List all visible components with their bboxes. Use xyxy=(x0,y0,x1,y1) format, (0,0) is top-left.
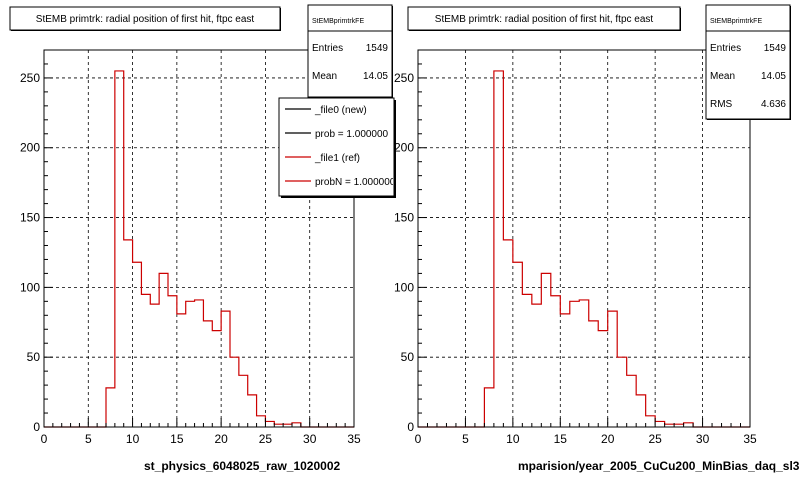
stats-mean-value: 14.05 xyxy=(363,71,388,82)
legend-entry-4: probN = 1.000000 xyxy=(315,177,396,188)
y-axis: 0 50 100 150 200 250 xyxy=(20,49,53,434)
title-box-frame xyxy=(407,6,681,31)
stats-rms-value: 4.636 xyxy=(761,99,786,110)
y-tick-label: 250 xyxy=(20,71,40,85)
legend-entries: _file0 (new) prob = 1.000000 _file1 (ref) p… xyxy=(285,105,396,188)
y-tick-label: 50 xyxy=(27,350,41,364)
legend: _file0 (new) prob = 1.000000 _file1 (ref) p… xyxy=(278,97,396,198)
plot-area xyxy=(418,50,750,427)
stats-mean-label: Mean xyxy=(710,71,735,82)
stats-entries-label: Entries xyxy=(710,43,741,54)
stats-box-frame xyxy=(307,4,393,98)
y-tick-label: 0 xyxy=(407,420,414,434)
stats-title: StEMBprimtrkFE xyxy=(312,18,364,25)
legend-frame xyxy=(278,97,395,197)
y-tick-label: 150 xyxy=(20,211,40,225)
chart-title-box: StEMB primtrk: radial position of first … xyxy=(9,6,281,31)
y-tick-label: 0 xyxy=(33,420,40,434)
y-tick-label: 100 xyxy=(394,280,414,294)
x-tick-label: 15 xyxy=(554,432,568,446)
stats-mean-label: Mean xyxy=(312,71,337,82)
y-axis: 0 50 100 150 200 250 xyxy=(394,49,427,434)
x-tick-label: 0 xyxy=(41,432,48,446)
histogram-line-1 xyxy=(418,70,750,428)
chart-title: StEMB primtrk: radial position of first … xyxy=(435,14,654,25)
x-tick-label: 35 xyxy=(743,432,757,446)
stats-title: StEMBprimtrkFE xyxy=(710,18,762,25)
chart-title: StEMB primtrk: radial position of first … xyxy=(36,14,255,25)
grid xyxy=(418,50,750,427)
x-tick-label: 5 xyxy=(462,432,469,446)
y-tick-label: 250 xyxy=(394,71,414,85)
x-tick-label: 20 xyxy=(601,432,615,446)
title-box-frame xyxy=(9,6,281,31)
x-tick-label: 10 xyxy=(506,432,520,446)
stats-entries-value: 1549 xyxy=(764,43,787,54)
stats-box: StEMBprimtrkFE Entries 1549 Mean 14.05 RMS 4.6… xyxy=(705,4,791,120)
y-tick-label: 200 xyxy=(394,141,414,155)
x-tick-label: 30 xyxy=(303,432,317,446)
stats-entries-label: Entries xyxy=(312,43,343,54)
stats-entries-value: 1549 xyxy=(366,43,389,54)
stats-box: StEMBprimtrkFE Entries 1549 Mean 14.05 xyxy=(307,4,393,98)
x-tick-label: 5 xyxy=(85,432,92,446)
x-tick-label: 10 xyxy=(126,432,140,446)
x-axis-label: mparision/year_2005_CuCu200_MinBias_daq_… xyxy=(518,459,800,473)
histogram-line-1 xyxy=(44,70,354,428)
stats-mean-value: 14.05 xyxy=(761,71,786,82)
legend-entry-2: prob = 1.000000 xyxy=(315,129,389,140)
x-axis: 0 5 10 15 20 25 30 35 xyxy=(41,418,361,446)
histogram-panel-2: 0 5 10 15 20 25 30 35 0 50 100 150 200 250 mparision/y… xyxy=(394,4,800,473)
x-tick-label: 20 xyxy=(214,432,228,446)
x-tick-label: 25 xyxy=(259,432,273,446)
plot-frame xyxy=(417,49,751,428)
x-tick-label: 30 xyxy=(696,432,710,446)
x-tick-label: 25 xyxy=(648,432,662,446)
legend-entry-3: _file1 (ref) xyxy=(314,153,360,164)
x-axis-label: st_physics_6048025_raw_1020002 xyxy=(144,459,340,473)
y-tick-label: 200 xyxy=(20,141,40,155)
y-tick-label: 100 xyxy=(20,280,40,294)
plot-frame xyxy=(43,49,355,428)
x-tick-label: 0 xyxy=(415,432,422,446)
x-axis: 0 5 10 15 20 25 30 35 xyxy=(415,418,757,446)
legend-entry-1: _file0 (new) xyxy=(314,105,367,116)
x-tick-label: 35 xyxy=(347,432,361,446)
x-tick-label: 15 xyxy=(170,432,184,446)
y-tick-label: 150 xyxy=(394,211,414,225)
stats-rms-label: RMS xyxy=(710,99,733,110)
stats-box-frame xyxy=(705,4,791,120)
y-tick-label: 50 xyxy=(401,350,415,364)
histogram-panel-1: 0 5 10 15 20 25 30 35 0 50 100 150 200 250 st_physics_… xyxy=(9,4,396,473)
chart-title-box: StEMB primtrk: radial position of first … xyxy=(407,6,681,31)
